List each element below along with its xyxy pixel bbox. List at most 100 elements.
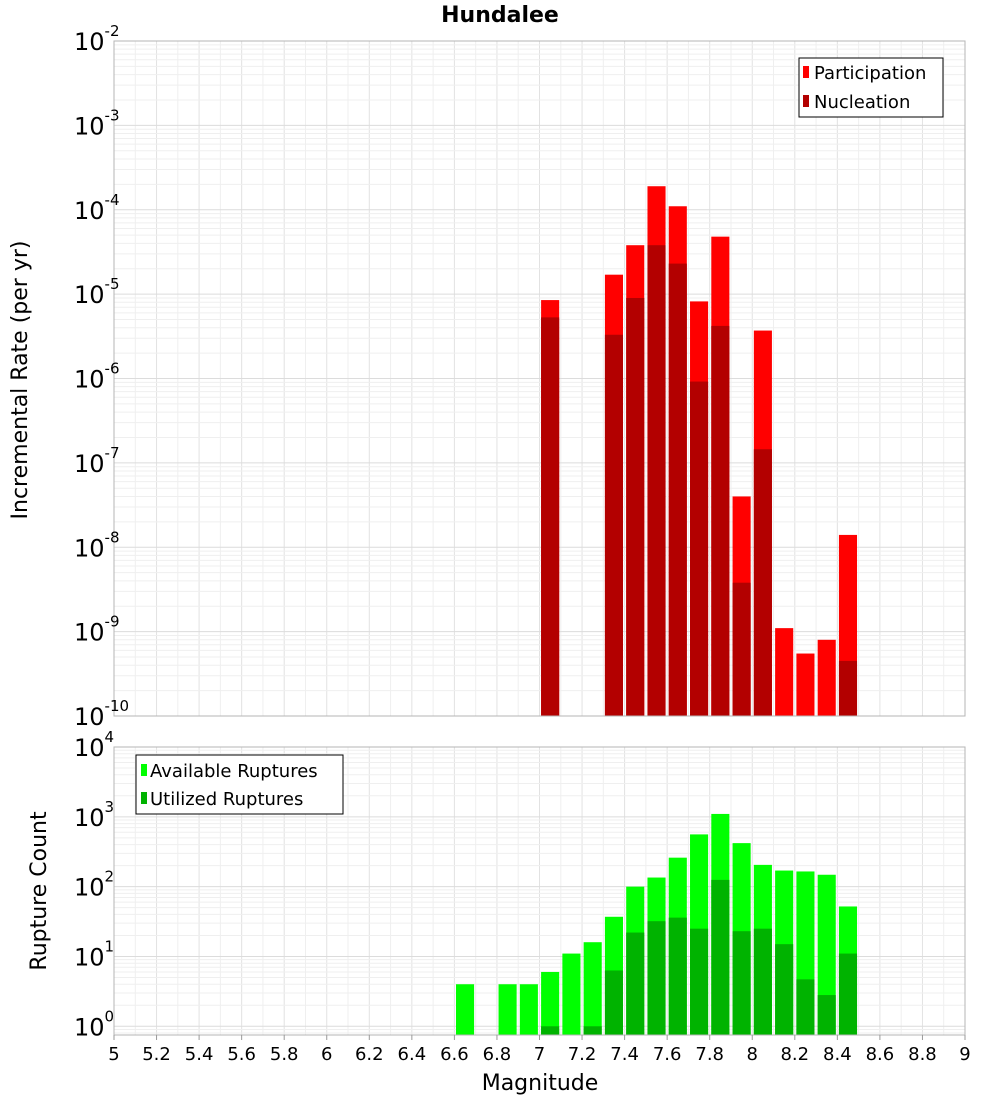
bottom-y-axis-label: Rupture Count [27, 811, 52, 971]
x-ticks: 5 5.2 5.4 5.6 5.8 6 6.2 6.4 6.6 6.8 7 7.2 7.4 7.6 7.8 8… [108, 1035, 971, 1065]
top-y-tick-exp: -5 [105, 275, 120, 293]
bottom-bar-utilized-ruptures [541, 1026, 560, 1035]
bottom-bar-utilized-ruptures [690, 928, 709, 1035]
x-tick-label: 6.6 [440, 1044, 469, 1065]
top-bar-participation [775, 628, 794, 716]
top-y-tick-label: 10-10 [74, 697, 129, 731]
top-y-tick-label: 10-3 [74, 106, 120, 140]
x-tick-label: 7.2 [568, 1044, 597, 1065]
x-tick-label: 9 [959, 1044, 970, 1065]
bottom-y-tick-exp: 0 [105, 1007, 115, 1025]
top-bar-nucleation [668, 263, 687, 716]
bottom-bar-available-ruptures [455, 984, 475, 1035]
top-y-tick-label: 10-4 [74, 191, 120, 225]
x-tick-label: 7.6 [653, 1044, 682, 1065]
top-legend-box [798, 57, 944, 118]
bottom-bar-available-ruptures [519, 984, 538, 1035]
legend-label-available: Available Ruptures [150, 761, 318, 782]
top-y-tick-base: 10 [74, 450, 105, 478]
top-y-tick-base: 10 [74, 281, 105, 309]
top-y-tick-exp: -6 [105, 360, 120, 378]
x-tick-label: 5 [108, 1044, 119, 1065]
top-y-tick-exp: -10 [105, 697, 130, 715]
top-y-tick-label: 10-8 [74, 528, 120, 562]
bottom-y-tick-label: 100 [74, 1007, 114, 1041]
bottom-bar-available-ruptures [817, 874, 836, 1035]
x-tick-label: 8.6 [866, 1044, 895, 1065]
x-tick-label: 6 [321, 1044, 332, 1065]
bottom-y-tick-label: 102 [74, 868, 114, 902]
bottom-bar-utilized-ruptures [668, 917, 687, 1035]
x-tick-label: 8 [747, 1044, 758, 1065]
top-y-tick-base: 10 [74, 112, 105, 140]
top-bars [541, 186, 858, 717]
top-bar-nucleation [604, 334, 624, 716]
x-tick-label: 8.4 [823, 1044, 852, 1065]
bottom-bar-utilized-ruptures [817, 995, 836, 1035]
bottom-bar-utilized-ruptures [647, 921, 666, 1035]
x-tick-label: 8.8 [908, 1044, 937, 1065]
bottom-y-tick-exp: 1 [105, 937, 115, 955]
top-y-tick-exp: -2 [105, 22, 120, 40]
top-y-tick-label: 10-6 [74, 360, 120, 394]
bottom-bar-utilized-ruptures [838, 953, 858, 1035]
bottom-bar-utilized-ruptures [753, 928, 772, 1035]
x-tick-label: 8.2 [780, 1044, 809, 1065]
bottom-y-tick-exp: 4 [105, 728, 115, 746]
top-bar-nucleation [711, 325, 730, 716]
bottom-bar-utilized-ruptures [583, 1026, 602, 1035]
top-y-tick-label: 10-7 [74, 444, 120, 478]
top-y-tick-base: 10 [74, 366, 105, 394]
bottom-y-tick-base: 10 [74, 1013, 105, 1041]
bottom-y-tick-exp: 2 [105, 868, 115, 886]
bottom-bars [455, 813, 858, 1035]
top-y-tick-base: 10 [74, 534, 105, 562]
legend-label-participation: Participation [814, 63, 926, 84]
bottom-bar-utilized-ruptures [732, 931, 751, 1035]
legend-swatch-participation [803, 66, 809, 78]
top-bar-nucleation [838, 660, 858, 716]
bottom-bar-utilized-ruptures [604, 970, 624, 1035]
bottom-legend: Available Ruptures Utilized Ruptures [135, 754, 344, 815]
x-tick-label: 7.4 [610, 1044, 639, 1065]
bottom-y-tick-label: 103 [74, 798, 114, 832]
top-bar-nucleation [647, 245, 666, 717]
top-y-tick-label: 10-9 [74, 613, 120, 647]
bottom-legend-box [135, 754, 344, 815]
top-bar-participation [817, 639, 836, 716]
x-axis-label: Magnitude [482, 1071, 599, 1096]
bottom-bar-utilized-ruptures [775, 944, 794, 1035]
chart-title: Hundalee [441, 3, 559, 28]
top-y-tick-exp: -8 [105, 528, 120, 546]
bottom-y-tick-base: 10 [74, 804, 105, 832]
bottom-bar-utilized-ruptures [626, 932, 645, 1035]
top-bar-nucleation [626, 297, 645, 716]
top-y-ticks: 10-210-310-410-510-610-710-810-910-10 [74, 22, 129, 731]
bottom-bar-available-ruptures [562, 953, 581, 1035]
top-y-tick-base: 10 [74, 197, 105, 225]
top-bar-nucleation [732, 582, 751, 716]
bottom-y-tick-base: 10 [74, 874, 105, 902]
bottom-bar-utilized-ruptures [711, 879, 730, 1035]
x-tick-label: 6.8 [483, 1044, 512, 1065]
top-y-tick-exp: -7 [105, 444, 120, 462]
top-y-tick-label: 10-2 [74, 22, 120, 56]
bottom-y-tick-base: 10 [74, 734, 105, 762]
top-grid [113, 40, 966, 717]
legend-label-utilized: Utilized Ruptures [150, 789, 303, 810]
legend-swatch-available [141, 764, 147, 776]
top-plot-frame [113, 40, 966, 717]
top-bar-nucleation [753, 449, 772, 716]
legend-label-nucleation: Nucleation [814, 92, 910, 113]
bottom-bar-available-ruptures [541, 971, 560, 1035]
x-tick-label: 5.2 [142, 1044, 171, 1065]
top-y-tick-base: 10 [74, 28, 105, 56]
legend-swatch-nucleation [803, 95, 809, 107]
top-y-tick-base: 10 [74, 619, 105, 647]
top-y-tick-label: 10-5 [74, 275, 120, 309]
bottom-y-tick-label: 101 [74, 937, 114, 971]
top-bar-nucleation [541, 317, 560, 716]
